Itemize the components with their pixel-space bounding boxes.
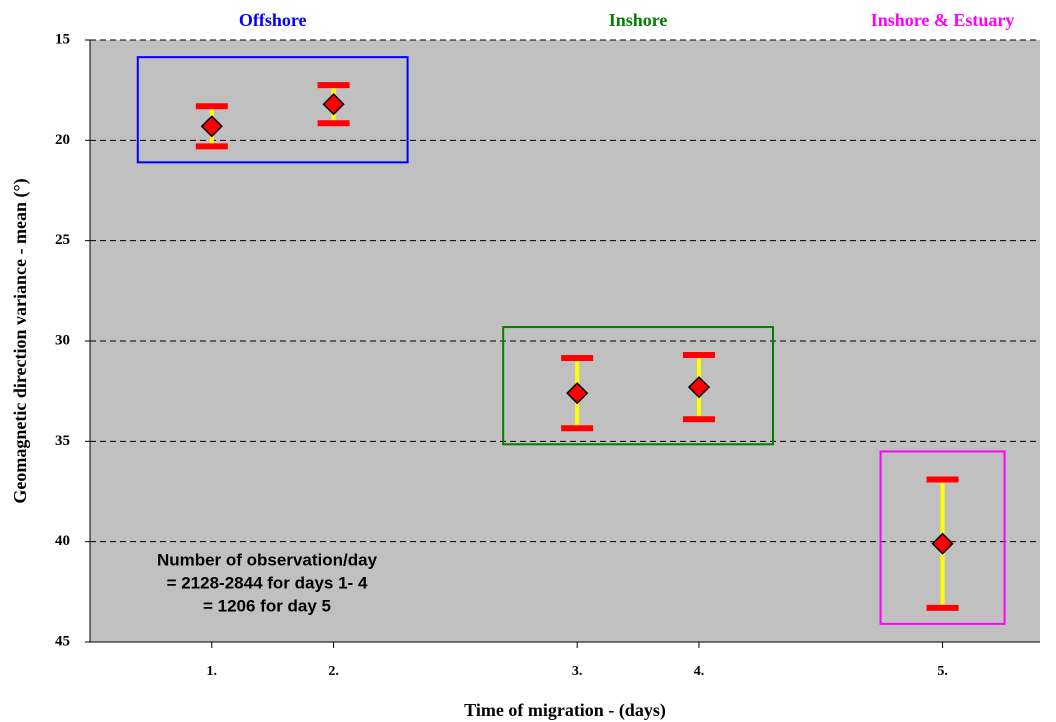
x-tick-label: 4. <box>694 664 705 679</box>
marker <box>200 115 223 138</box>
annotation: = 1206 for day 5 <box>203 596 331 615</box>
x-tick-label: 2. <box>328 664 339 679</box>
y-tick-label: 35 <box>55 433 70 449</box>
group-label: Offshore <box>239 10 307 30</box>
marker <box>687 376 711 399</box>
y-tick-label: 20 <box>55 132 70 148</box>
y-tick-label: 40 <box>55 533 70 549</box>
group-label: Inshore & Estuary <box>871 10 1015 30</box>
y-tick-label: 25 <box>55 232 70 248</box>
marker <box>566 382 589 405</box>
annotation: Number of observation/day <box>157 550 378 569</box>
x-tick-label: 1. <box>207 664 218 679</box>
group-label: Inshore <box>609 10 668 30</box>
y-tick-label: 15 <box>55 31 70 47</box>
x-axis-title: Time of migration - (days) <box>464 700 666 721</box>
marker <box>322 93 345 116</box>
y-tick-label: 45 <box>55 633 70 649</box>
group-box <box>502 326 774 446</box>
group-box <box>136 56 409 164</box>
marker <box>931 532 954 555</box>
y-axis-title: Geomagnetic direction variance - mean (°… <box>10 178 31 503</box>
annotation: = 2128-2844 for days 1- 4 <box>167 573 368 592</box>
group-box <box>879 450 1006 625</box>
x-tick-label: 3. <box>572 664 583 679</box>
y-tick-label: 30 <box>55 332 70 348</box>
x-tick-label: 5. <box>937 664 948 679</box>
